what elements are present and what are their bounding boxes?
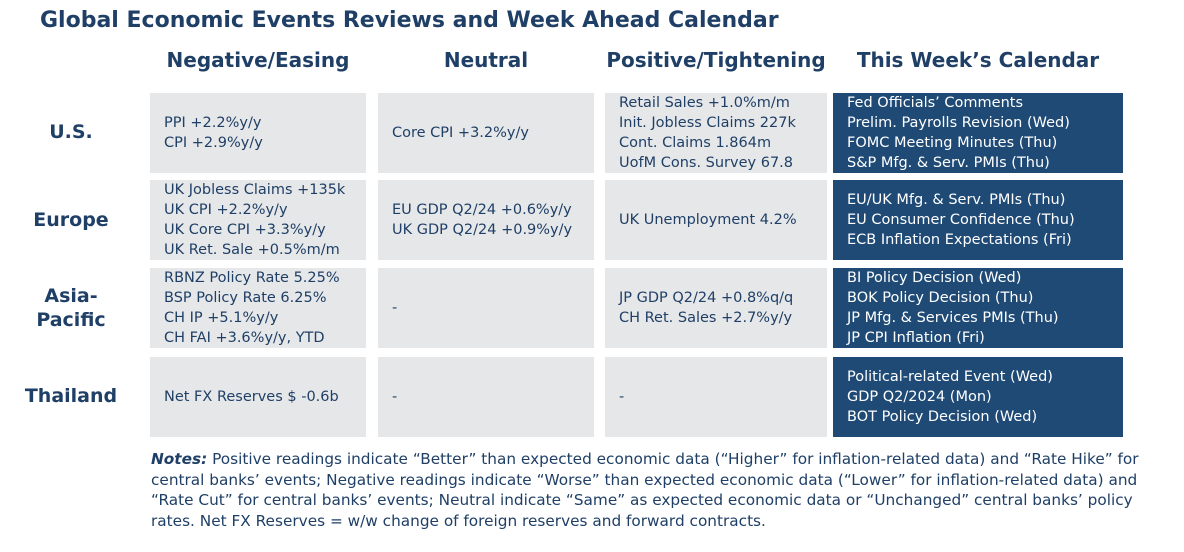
calendar-item: GDP Q2/2024 (Mon) [847,389,992,405]
page-title: Global Economic Events Reviews and Week … [40,8,779,33]
row-label-europe: Europe [33,209,109,231]
data-item: - [392,389,398,405]
data-item: Init. Jobless Claims 227k [619,115,796,131]
cell-us-calendar: Fed Officials’ Comments Prelim. Payrolls… [833,93,1123,173]
calendar-item: JP Mfg. & Services PMIs (Thu) [847,310,1059,326]
calendar-item: Fed Officials’ Comments [847,95,1023,111]
column-header-neutral: Neutral [443,48,529,72]
data-item: Retail Sales +1.0%m/m [619,95,790,111]
row-label-line: Asia- [44,285,98,307]
data-item: BSP Policy Rate 6.25% [164,290,327,306]
cell-us-negative: PPI +2.2%y/y CPI +2.9%y/y [150,93,366,173]
data-item: UK GDP Q2/24 +0.9%y/y [392,222,573,238]
row-label-line: Pacific [36,309,106,331]
calendar-item: BOT Policy Decision (Wed) [847,409,1038,425]
cell-asia-pacific-negative: RBNZ Policy Rate 5.25% BSP Policy Rate 6… [150,268,366,348]
calendar-item: Political-related Event (Wed) [847,369,1053,385]
cell-europe-neutral: EU GDP Q2/24 +0.6%y/y UK GDP Q2/24 +0.9%… [378,180,594,260]
calendar-item: JP CPI Inflation (Fri) [847,330,985,346]
data-item: Net FX Reserves $ -0.6b [164,389,339,405]
calendar-item: EU Consumer Confidence (Thu) [847,212,1075,228]
cell-asia-pacific-positive: JP GDP Q2/24 +0.8%q/q CH Ret. Sales +2.7… [605,268,827,348]
data-item: JP GDP Q2/24 +0.8%q/q [619,290,794,306]
cell-asia-pacific-calendar: BI Policy Decision (Wed) BOK Policy Deci… [833,268,1123,348]
row-label-asia-pacific: Asia- Pacific [10,268,132,348]
data-item: UK Unemployment 4.2% [619,212,797,228]
data-item: Core CPI +3.2%y/y [392,125,529,141]
data-item: - [619,389,625,405]
data-item: UK Core CPI +3.3%y/y [164,222,326,238]
notes-label: Notes: [151,450,208,468]
calendar-item: FOMC Meeting Minutes (Thu) [847,135,1058,151]
data-item: PPI +2.2%y/y [164,115,262,131]
data-item: CH IP +5.1%y/y [164,310,279,326]
notes: Notes: Positive readings indicate “Bette… [151,449,1171,531]
column-header-positive: Positive/Tightening [606,48,826,72]
cell-thailand-neutral: - [378,357,594,437]
data-item: UK Ret. Sale +0.5%m/m [164,242,340,258]
cell-asia-pacific-neutral: - [378,268,594,348]
data-item: - [392,300,398,316]
cell-europe-calendar: EU/UK Mfg. & Serv. PMIs (Thu) EU Consume… [833,180,1123,260]
row-label-thailand: Thailand [24,385,118,407]
data-item: CH FAI +3.6%y/y, YTD [164,330,325,346]
cell-europe-negative: UK Jobless Claims +135k UK CPI +2.2%y/y … [150,180,366,260]
calendar-item: EU/UK Mfg. & Serv. PMIs (Thu) [847,192,1066,208]
cell-thailand-positive: - [605,357,827,437]
data-item: RBNZ Policy Rate 5.25% [164,270,340,286]
cell-thailand-negative: Net FX Reserves $ -0.6b [150,357,366,437]
row-label-us: U.S. [49,121,93,143]
data-item: EU GDP Q2/24 +0.6%y/y [392,202,572,218]
calendar-item: BOK Policy Decision (Thu) [847,290,1034,306]
calendar-item: ECB Inflation Expectations (Fri) [847,232,1072,248]
data-item: UK CPI +2.2%y/y [164,202,288,218]
column-header-negative: Negative/Easing [166,48,350,72]
cell-us-neutral: Core CPI +3.2%y/y [378,93,594,173]
data-item: CPI +2.9%y/y [164,135,263,151]
calendar-item: Prelim. Payrolls Revision (Wed) [847,115,1070,131]
data-item: UK Jobless Claims +135k [164,182,346,198]
notes-text: Positive readings indicate “Better” than… [151,450,1139,530]
data-item: UofM Cons. Survey 67.8 [619,155,793,171]
cell-europe-positive: UK Unemployment 4.2% [605,180,827,260]
calendar-item: BI Policy Decision (Wed) [847,270,1022,286]
data-item: Cont. Claims 1.864m [619,135,772,151]
column-header-calendar: This Week’s Calendar [856,48,1100,72]
cell-us-positive: Retail Sales +1.0%m/m Init. Jobless Clai… [605,93,827,173]
data-item: CH Ret. Sales +2.7%y/y [619,310,793,326]
calendar-item: S&P Mfg. & Serv. PMIs (Thu) [847,155,1050,171]
cell-thailand-calendar: Political-related Event (Wed) GDP Q2/202… [833,357,1123,437]
